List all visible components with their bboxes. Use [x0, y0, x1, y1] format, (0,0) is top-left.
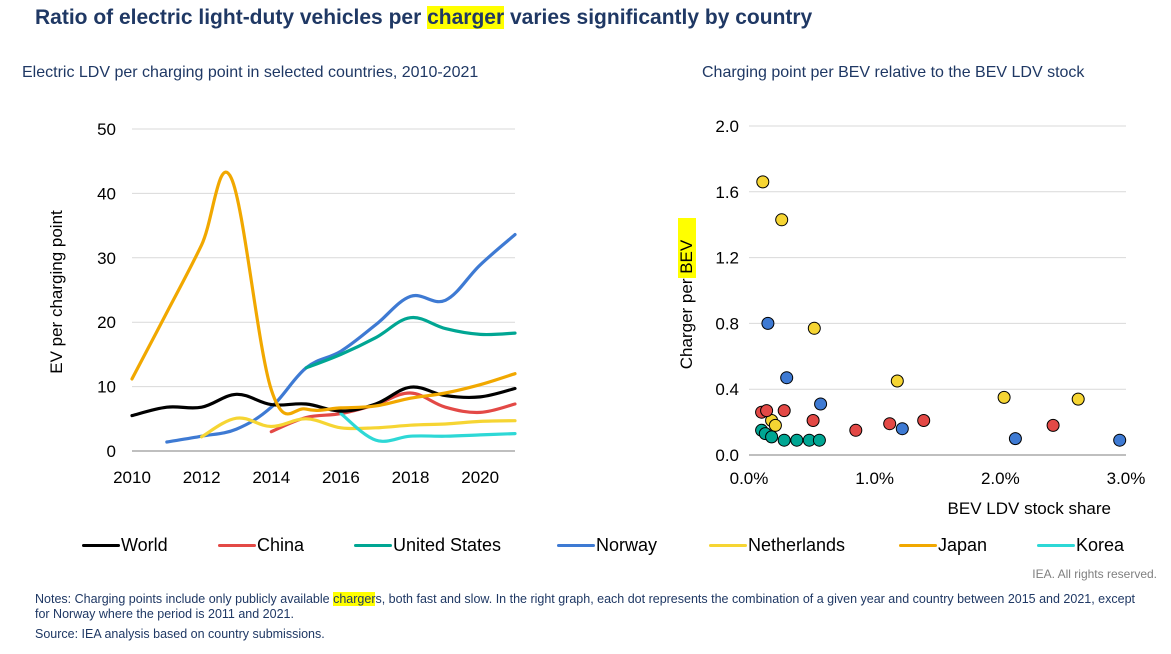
notes-highlight: charger	[333, 592, 376, 606]
y-tick-label: 10	[97, 378, 116, 397]
x-tick-label: 2018	[392, 468, 430, 487]
legend-item-united-states: United States	[354, 533, 501, 557]
scatter-y-tick-label: 2.0	[715, 117, 739, 136]
rights-notice: IEA. All rights reserved.	[1032, 567, 1157, 581]
scatter-point-norway	[1008, 432, 1022, 446]
legend-label: World	[121, 534, 168, 555]
legend-swatch	[218, 543, 256, 547]
page-title: Ratio of electric light-duty vehicles pe…	[35, 6, 812, 30]
series-line-norway	[165, 233, 517, 444]
y-tick-label: 30	[97, 249, 116, 268]
y-tick-label: 20	[97, 313, 116, 332]
scatter-point-china	[760, 404, 774, 418]
legend-swatch	[354, 543, 392, 547]
legend-swatch	[1037, 543, 1075, 547]
title-prefix: Ratio of electric light-duty vehicles pe…	[35, 6, 428, 29]
legend-swatch	[82, 543, 120, 547]
legend-item-netherlands: Netherlands	[709, 533, 845, 557]
legend-item-norway: Norway	[557, 533, 657, 557]
scatter-y-tick-label: 1.2	[715, 249, 739, 268]
scatter-x-axis-label: BEV LDV stock share	[948, 499, 1111, 518]
title-highlight: charger	[427, 6, 505, 29]
series-line-japan	[130, 170, 517, 416]
scatter-y-axis-label-rest: per BEV	[677, 239, 696, 308]
scatter-point-china	[917, 414, 931, 427]
series-line-world	[130, 385, 517, 418]
legend-item-korea: Korea	[1037, 533, 1124, 557]
scatter-point-norway	[895, 422, 909, 436]
legend: World China United States Norway Netherlands…	[0, 533, 1171, 557]
x-tick-label: 2012	[183, 468, 221, 487]
x-tick-label: 2010	[113, 468, 151, 487]
x-tick-label: 2014	[252, 468, 290, 487]
notes: Notes: Charging points include only publ…	[35, 592, 1150, 622]
scatter-point-netherlands	[807, 321, 821, 335]
y-tick-label: 50	[97, 120, 116, 139]
scatter-point-china	[883, 417, 897, 431]
legend-label: Norway	[596, 534, 658, 555]
scatter-point-netherlands	[890, 374, 904, 388]
title-suffix: varies significantly by country	[504, 6, 813, 29]
scatter-y-axis-label: Charger per BEV	[677, 239, 696, 369]
legend-item-china: China	[218, 533, 304, 557]
legend-item-world: World	[82, 533, 168, 557]
scatter-point-china	[1046, 418, 1060, 432]
y-label-highlight	[678, 218, 696, 278]
scatter-x-tick-label: 2.0%	[981, 469, 1020, 488]
scatter-point-netherlands	[768, 418, 782, 432]
scatter-x-tick-label: 0.0%	[730, 469, 769, 488]
scatter-y-tick-label: 1.6	[715, 183, 739, 202]
scatter-y-tick-label: 0.8	[715, 314, 739, 333]
scatter-point-norway	[780, 371, 794, 385]
scatter-x-tick-label: 3.0%	[1107, 469, 1146, 488]
legend-label: China	[257, 534, 305, 555]
legend-label: Netherlands	[748, 534, 846, 555]
scatter-point-norway	[1113, 433, 1127, 447]
scatter-point-united-states	[790, 433, 804, 447]
scatter-y-tick-label: 0.0	[715, 446, 739, 465]
x-tick-label: 2016	[322, 468, 360, 487]
scatter-point-norway	[761, 316, 775, 330]
scatter-chart-title: Charging point per BEV relative to the B…	[702, 64, 1085, 81]
y-axis-label: EV per charging point	[47, 210, 66, 374]
scatter-point-united-states	[812, 433, 826, 447]
source: Source: IEA analysis based on country su…	[35, 627, 325, 641]
x-tick-label: 2020	[461, 468, 499, 487]
scatter-point-norway	[814, 397, 828, 411]
series-line-korea	[339, 412, 517, 443]
scatter-y-axis-label-highlight: Charger	[677, 307, 696, 369]
scatter-point-china	[806, 414, 820, 427]
y-tick-label: 40	[97, 184, 116, 203]
scatter-point-china	[849, 423, 863, 437]
y-tick-label: 0	[107, 442, 116, 461]
legend-label: Korea	[1076, 534, 1125, 555]
scatter-point-united-states	[765, 430, 779, 444]
legend-item-japan: Japan	[899, 533, 987, 557]
scatter-point-united-states	[777, 433, 791, 447]
scatter-point-netherlands	[775, 213, 789, 227]
series-line-united-states	[304, 315, 517, 370]
notes-prefix: Notes: Charging points include only publ…	[35, 592, 334, 606]
scatter-x-tick-label: 1.0%	[855, 469, 894, 488]
scatter-point-china	[777, 404, 791, 418]
legend-label: United States	[393, 534, 502, 555]
legend-swatch	[557, 543, 595, 547]
legend-swatch	[709, 543, 747, 547]
legend-swatch	[899, 543, 937, 547]
scatter-point-netherlands	[997, 390, 1011, 404]
legend-label: Japan	[938, 534, 988, 555]
scatter-point-netherlands	[756, 175, 770, 189]
line-chart-title: Electric LDV per charging point in selec…	[22, 64, 479, 81]
series-line-china	[269, 391, 517, 434]
notes-suffix: s, both fast and slow. In the right grap…	[35, 592, 1136, 621]
scatter-point-netherlands	[1071, 392, 1085, 406]
scatter-y-tick-label: 0.4	[715, 380, 739, 399]
